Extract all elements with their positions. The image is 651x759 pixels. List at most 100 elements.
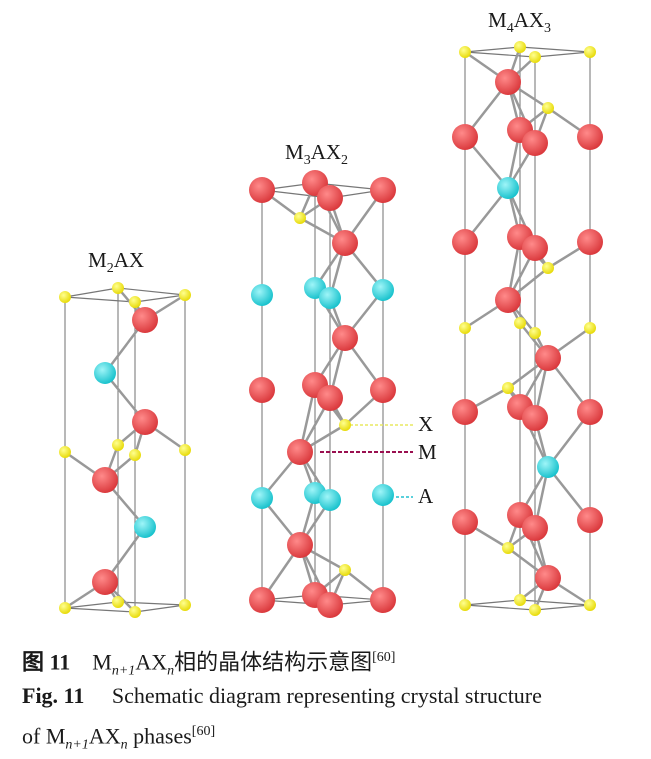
cell-edge [134,604,186,613]
m-atom [577,229,603,255]
a-atom [251,487,273,509]
x-atom [179,599,191,611]
x-atom [529,327,541,339]
m-atom [522,405,548,431]
a-atom [537,456,559,478]
a-atom [319,489,341,511]
cell-edge [464,599,521,606]
a-atom [94,362,116,384]
x-atom [294,212,306,224]
cell-edge [117,601,186,606]
x-atom [129,296,141,308]
cell-edge [64,607,136,613]
m-atom [577,399,603,425]
m-atom [132,409,158,435]
cell-edge [464,51,536,58]
cell-edge [519,599,591,606]
cell-edge [534,604,591,611]
m-atom [522,515,548,541]
m-atom [370,587,396,613]
m-atom [522,130,548,156]
m-atom [249,587,275,613]
x-atom [59,291,71,303]
x-atom [112,439,124,451]
x-atom [459,322,471,334]
cell-edge [464,46,521,53]
x-atom [514,41,526,53]
cell-edge [64,601,119,609]
x-atom [112,282,124,294]
m-atom [332,230,358,256]
m-atom [495,287,521,313]
x-atom [502,542,514,554]
m-atom [452,399,478,425]
a-atom [372,484,394,506]
a-atom [251,284,273,306]
x-atom [514,317,526,329]
m-atom [452,229,478,255]
m-atom [452,124,478,150]
x-atom [584,322,596,334]
x-atom [179,444,191,456]
x-atom [112,596,124,608]
label-m2ax: M2AX [88,248,145,277]
x-atom [514,594,526,606]
m-atom [317,385,343,411]
m-atom [92,569,118,595]
cell-edge [134,294,186,303]
x-atom [179,289,191,301]
a-atom [319,287,341,309]
x-atom [542,262,554,274]
m-atom [535,345,561,371]
m-atom [577,124,603,150]
x-atom [529,51,541,63]
m-atom [132,307,158,333]
m-atom [452,509,478,535]
m-atom [287,439,313,465]
label-m4ax3: M4AX3 [488,8,552,37]
legend-a: A [418,484,434,508]
m-atom [370,177,396,203]
x-atom [339,419,351,431]
m-atom [287,532,313,558]
cell-edge [64,287,119,298]
cell-edge [64,296,136,303]
m-atom [92,467,118,493]
m-atom [317,592,343,618]
x-atom [59,602,71,614]
legend-x: X [418,412,434,436]
m-atom [522,235,548,261]
legend-m: M [418,440,437,464]
x-atom [129,606,141,618]
x-atom [459,599,471,611]
caption-english-line1: Fig. 11 Schematic diagram representing c… [22,683,542,708]
m-atom [317,185,343,211]
m-atom [249,177,275,203]
crystal-structure-diagram [59,41,603,618]
x-atom [502,382,514,394]
caption-chinese: 图 11 Mn+1AXn相的晶体结构示意图[60] [22,649,396,679]
x-atom [59,446,71,458]
x-atom [339,564,351,576]
cell-edge [464,604,536,611]
x-atom [459,46,471,58]
m-atom [535,565,561,591]
x-atom [542,102,554,114]
x-atom [129,449,141,461]
x-atom [529,604,541,616]
label-m3ax2: M3AX2 [285,140,349,169]
caption-english-line2: of Mn+1AXn phases[60] [22,723,216,753]
cell-edge [534,51,591,58]
m-atom [332,325,358,351]
x-atom [584,46,596,58]
a-atom [134,516,156,538]
a-atom [497,177,519,199]
m-atom [577,507,603,533]
a-atom [372,279,394,301]
m-atom [495,69,521,95]
m-atom [249,377,275,403]
x-atom [584,599,596,611]
m-atom [370,377,396,403]
cell-edge [117,287,186,296]
